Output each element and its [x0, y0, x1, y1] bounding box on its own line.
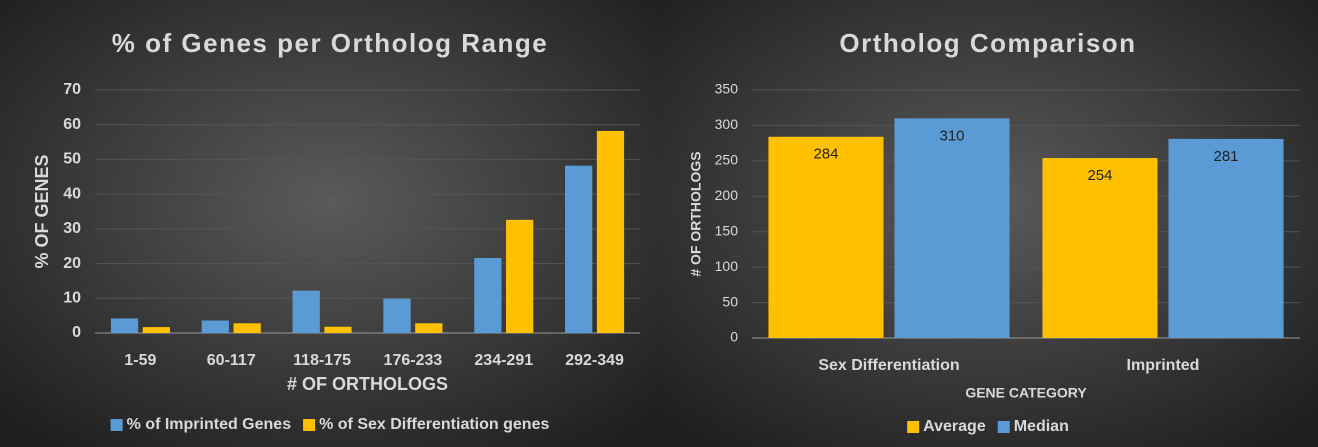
legend-swatch: [303, 419, 316, 431]
y-tick-label: 30: [63, 220, 81, 237]
bar: [324, 326, 352, 333]
legend-swatch: [997, 421, 1010, 433]
legend-label: % of Sex Differentiation genes: [319, 416, 549, 433]
bar: [142, 327, 170, 333]
bar: [1168, 138, 1284, 338]
bar: [474, 258, 502, 333]
y-tick-label: 50: [722, 293, 738, 309]
y-tick-label: 200: [715, 187, 739, 203]
legend-swatch: [907, 421, 920, 433]
x-axis-label: # OF ORTHOLOGS: [287, 374, 448, 394]
y-axis-label: # OF ORTHOLOGS: [688, 151, 704, 276]
x-tick-label: 292-349: [565, 352, 624, 369]
data-label: 310: [940, 127, 965, 144]
data-label: 281: [1214, 148, 1239, 165]
y-tick-label: 40: [63, 185, 81, 202]
bar: [415, 323, 443, 333]
legend-label: Average: [923, 418, 986, 435]
bar: [233, 323, 261, 333]
bar: [110, 318, 139, 333]
bar: [894, 118, 1010, 338]
bar: [383, 298, 411, 333]
bar: [292, 290, 320, 333]
y-tick-label: 250: [715, 152, 739, 168]
y-tick-label: 50: [63, 151, 81, 168]
y-tick-label: 100: [715, 258, 739, 274]
legend-swatch: [110, 419, 123, 431]
legend-label: % of Imprinted Genes: [127, 416, 292, 433]
y-tick-label: 10: [63, 290, 81, 307]
y-tick-label: 20: [63, 255, 81, 272]
x-tick-label: Sex Differentiation: [818, 357, 959, 374]
bar: [201, 320, 229, 333]
data-label: 254: [1087, 167, 1112, 184]
y-tick-label: 0: [730, 329, 738, 345]
chart-title: % of Genes per Ortholog Range: [112, 28, 548, 58]
y-tick-label: 60: [63, 116, 81, 133]
data-label: 284: [813, 146, 838, 163]
x-tick-label: 60-117: [207, 352, 256, 369]
y-tick-label: 300: [715, 116, 739, 132]
bar: [596, 130, 625, 333]
y-tick-label: 70: [63, 81, 81, 98]
x-tick-label: 1-59: [124, 352, 156, 369]
x-tick-label: Imprinted: [1127, 357, 1200, 374]
legend-label: Median: [1014, 418, 1069, 435]
y-tick-label: 150: [715, 222, 739, 238]
y-tick-label: 0: [72, 324, 81, 341]
panel-bg: [0, 0, 659, 447]
y-axis-label: % OF GENES: [32, 154, 52, 268]
x-tick-label: 234-291: [474, 352, 533, 369]
bar: [768, 136, 884, 338]
y-tick-label: 350: [715, 81, 739, 97]
x-tick-label: 118-175: [293, 352, 351, 369]
bar: [565, 165, 593, 333]
bar: [1042, 158, 1158, 338]
bar: [506, 219, 534, 333]
x-tick-label: 176-233: [384, 352, 443, 369]
chart-title: Ortholog Comparison: [839, 28, 1136, 58]
x-axis-label: GENE CATEGORY: [965, 385, 1087, 401]
